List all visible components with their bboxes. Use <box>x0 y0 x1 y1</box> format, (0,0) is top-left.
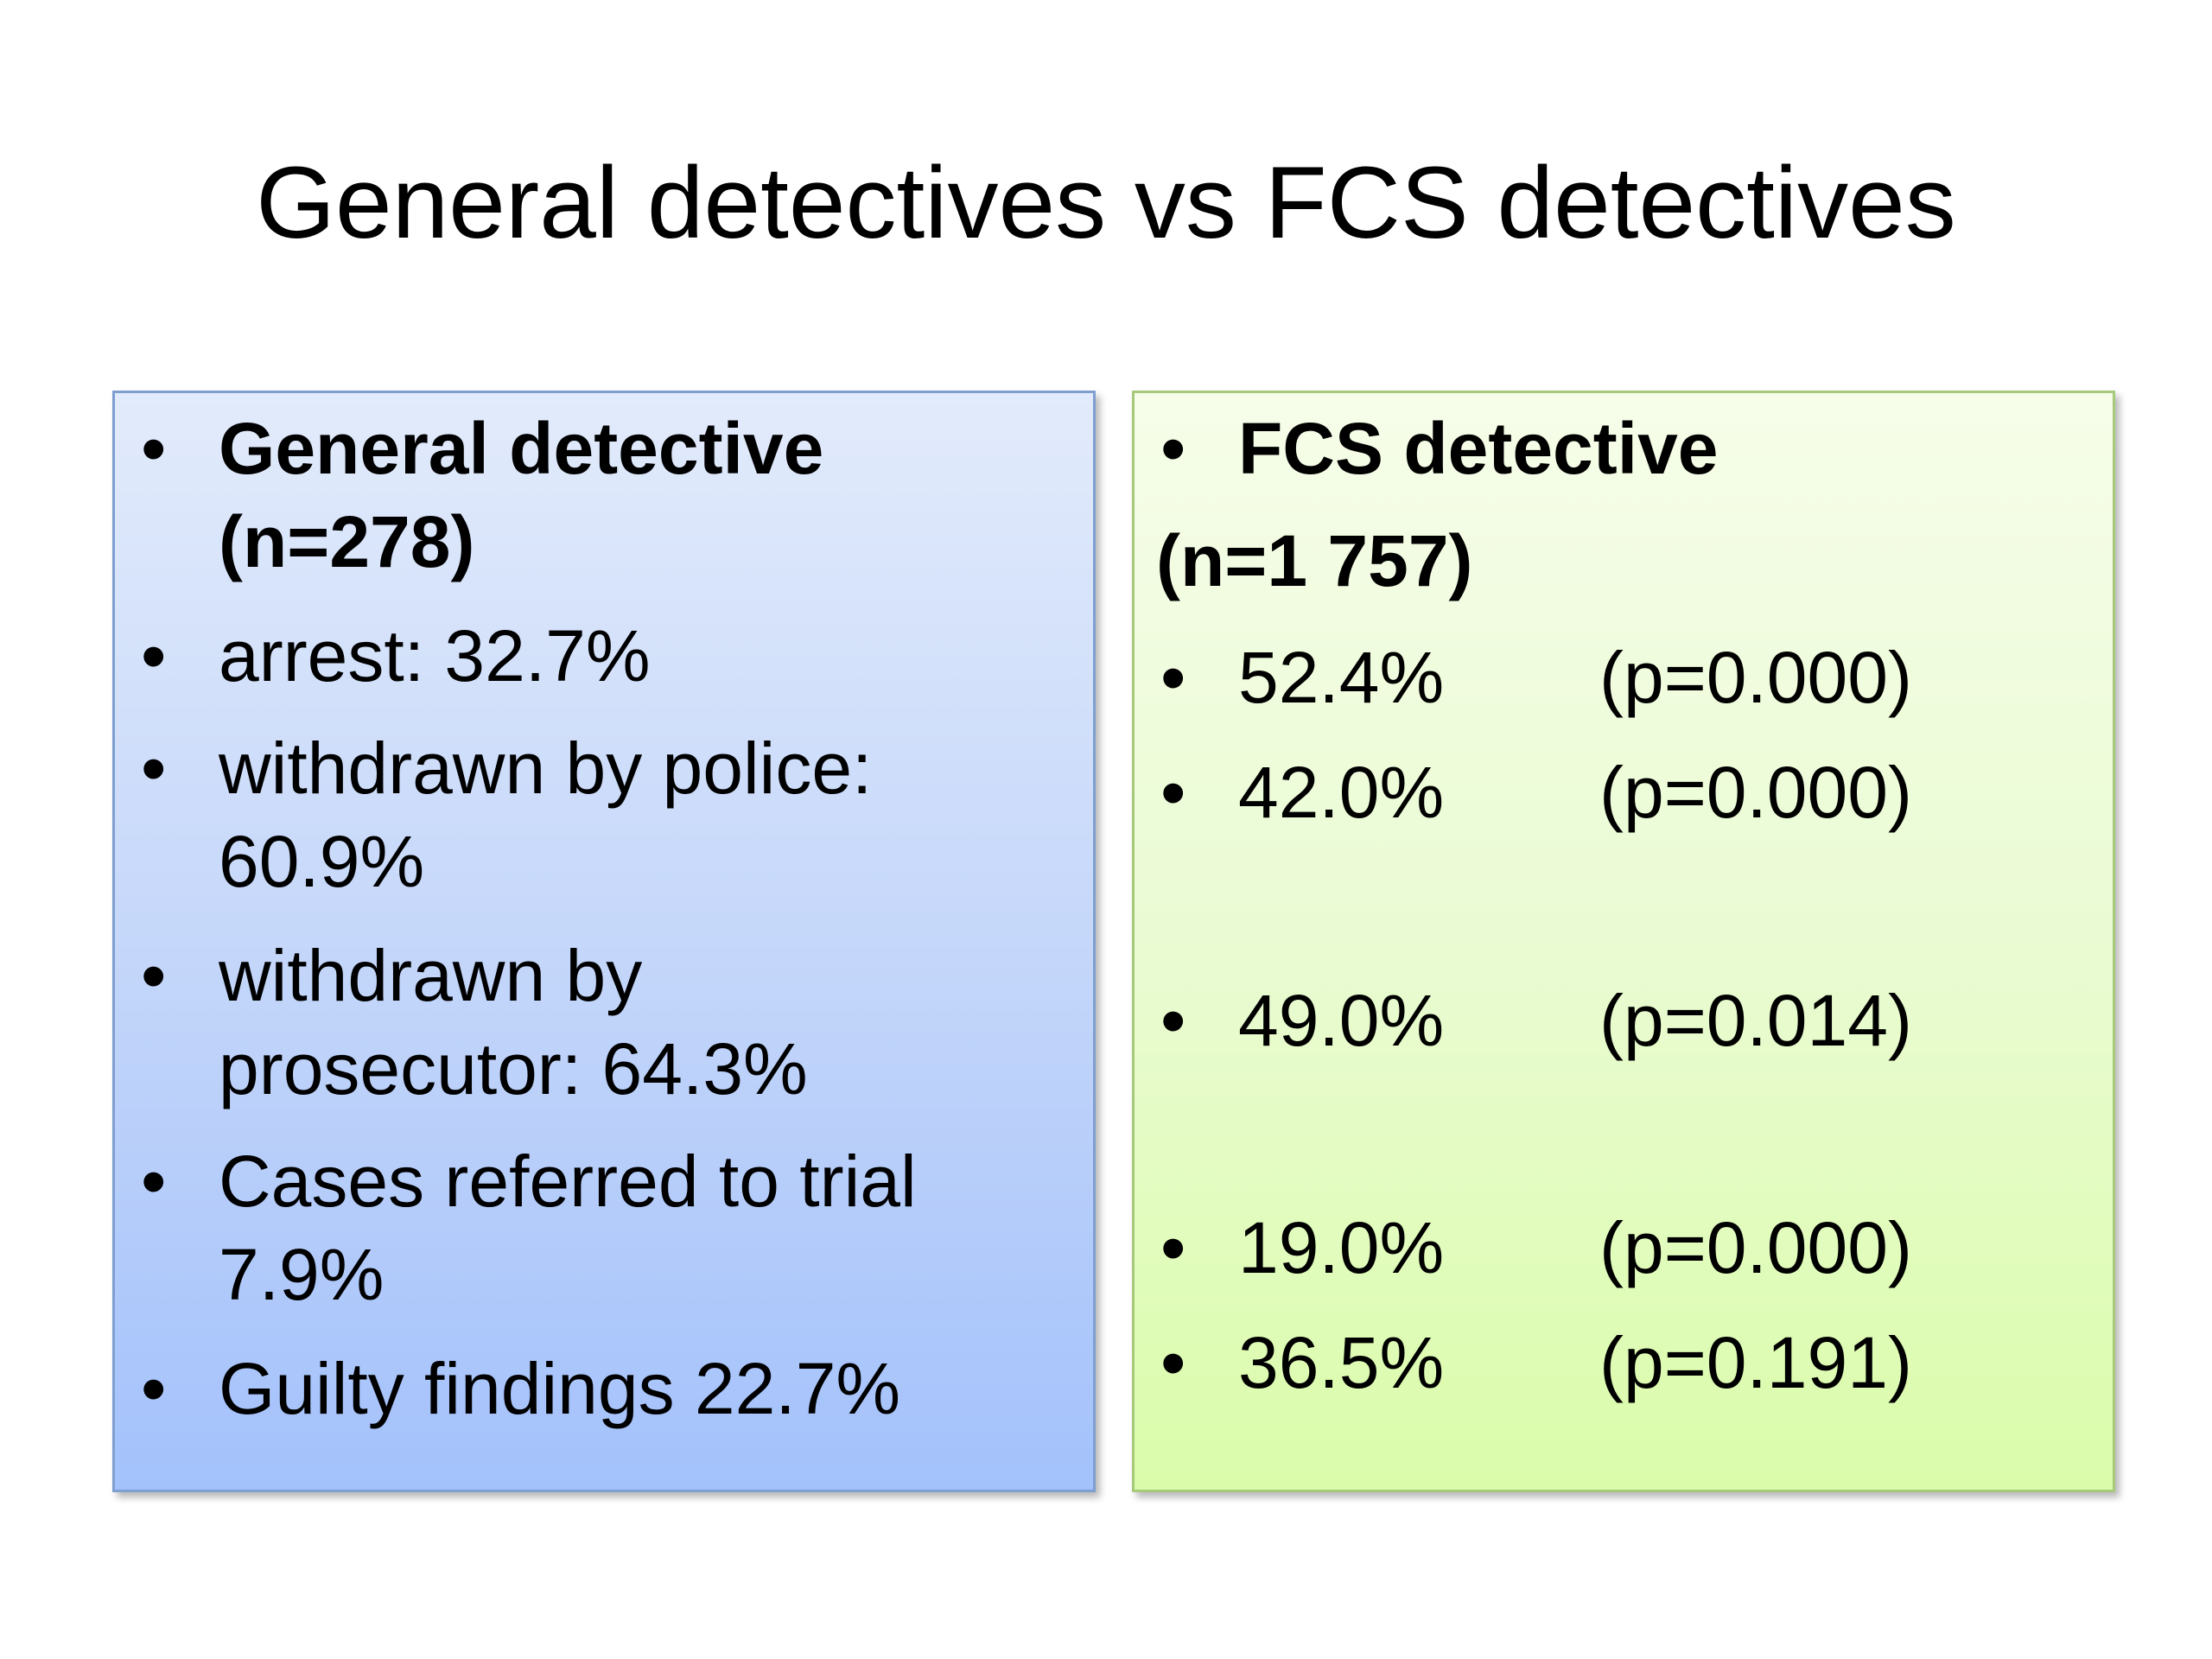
left-item-text: withdrawn by <box>219 935 643 1016</box>
bullet: • <box>1160 1322 1186 1403</box>
left-item-text-cont: 60.9% <box>219 821 425 902</box>
right-item-p-value: (p=0.191) <box>1599 1322 1912 1403</box>
right-heading-line1: FCS detective <box>1238 408 1719 489</box>
slide-title: General detectives vs FCS detectives <box>256 146 1956 260</box>
right-item-value: 19.0% <box>1238 1207 1445 1288</box>
left-item-text: withdrawn by police: <box>219 728 873 809</box>
bullet: • <box>141 728 167 809</box>
bullet: • <box>141 615 167 696</box>
bullet: • <box>1160 1207 1186 1288</box>
left-item-text: Guilty findings 22.7% <box>219 1348 901 1429</box>
right-item-value: 42.0% <box>1238 752 1445 833</box>
bullet: • <box>141 408 167 489</box>
bullet: • <box>141 1348 167 1429</box>
right-item-p-value: (p=0.000) <box>1599 637 1912 718</box>
bullet: • <box>141 935 167 1016</box>
right-item-p-value: (p=0.014) <box>1599 980 1912 1061</box>
general-detective-panel: • General detective (n=278) • arrest: 32… <box>112 391 1096 1492</box>
left-item-text: Cases referred to trial <box>219 1141 917 1222</box>
left-item-text-cont: 7.9% <box>219 1234 385 1315</box>
left-heading-line1: General detective <box>219 408 824 489</box>
left-item-text: arrest: 32.7% <box>219 615 651 696</box>
right-heading-line2: (n=1 757) <box>1156 520 1473 601</box>
fcs-detective-panel: • FCS detective (n=1 757) • 52.4% (p=0.0… <box>1132 391 2115 1492</box>
bullet: • <box>1160 752 1186 833</box>
right-item-value: 52.4% <box>1238 637 1445 718</box>
right-item-p-value: (p=0.000) <box>1599 1207 1912 1288</box>
left-item-text-cont: prosecutor: 64.3% <box>219 1028 808 1109</box>
right-item-value: 36.5% <box>1238 1322 1445 1403</box>
bullet: • <box>1160 637 1186 718</box>
right-item-p-value: (p=0.000) <box>1599 752 1912 833</box>
bullet: • <box>1160 408 1186 489</box>
bullet: • <box>141 1141 167 1222</box>
bullet: • <box>1160 980 1186 1061</box>
right-item-value: 49.0% <box>1238 980 1445 1061</box>
left-heading-line2: (n=278) <box>219 501 475 582</box>
